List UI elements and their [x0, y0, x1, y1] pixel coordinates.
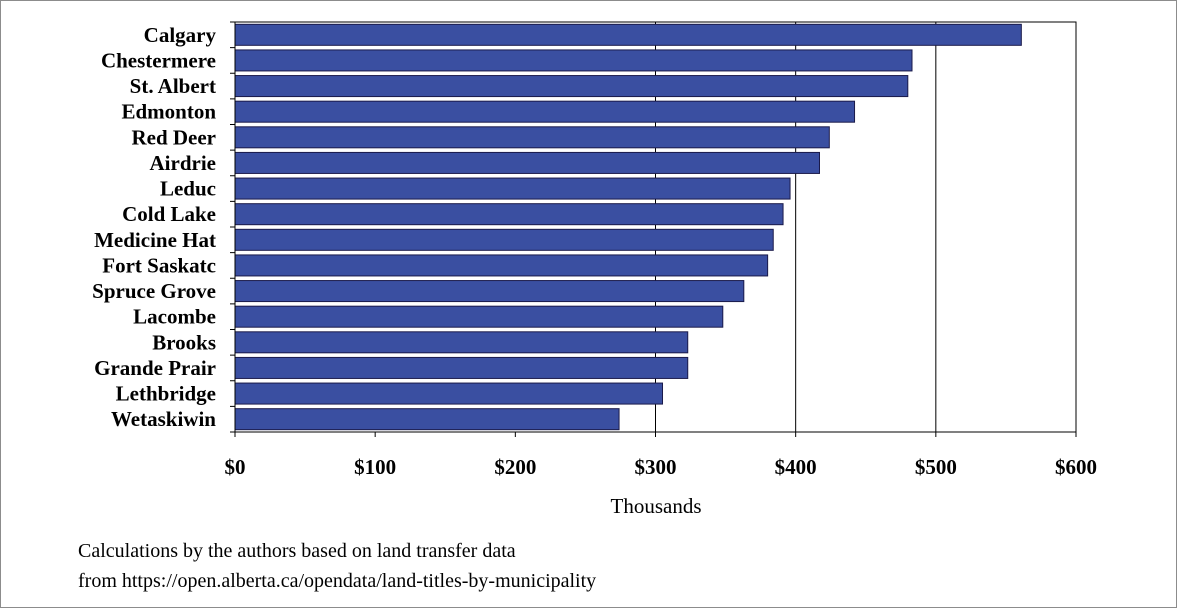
category-label: Red Deer [131, 125, 216, 149]
bar-red-deer [234, 126, 830, 149]
category-label: Wetaskiwin [111, 407, 216, 431]
category-label: Calgary [144, 23, 217, 47]
bar-spruce-grove [234, 280, 745, 303]
category-label: Chestermere [101, 48, 216, 72]
category-label: St. Albert [130, 74, 216, 98]
category-label: Brooks [152, 330, 216, 354]
category-label: Edmonton [121, 100, 216, 124]
bar-brooks [234, 331, 689, 354]
bar-lacombe [234, 305, 724, 328]
footnote-line-1: Calculations by the authors based on lan… [78, 540, 516, 562]
category-label: Cold Lake [122, 202, 216, 226]
bar-medicine-hat [234, 228, 774, 251]
category-label: Grande Prair [94, 356, 216, 380]
x-tick-label: $400 [775, 455, 817, 479]
category-label: Spruce Grove [92, 279, 216, 303]
bar-leduc [234, 177, 791, 200]
footnote-line-2: from https://open.alberta.ca/opendata/la… [78, 570, 597, 592]
x-tick-labels: $0 $100 $200 $300 $400 $500 $600 [225, 21, 1097, 479]
x-tick-label: $100 [354, 455, 396, 479]
bar-st-albert [234, 75, 909, 98]
x-tick-label: $0 [225, 455, 246, 479]
bar-calgary [234, 23, 1022, 46]
category-label: Airdrie [150, 151, 216, 175]
bar-fort-saskatc [234, 254, 769, 277]
bar-wetaskiwin [234, 408, 620, 431]
category-label: Medicine Hat [94, 228, 216, 252]
x-axis-title: Thousands [611, 494, 702, 518]
x-tick-label: $600 [1055, 455, 1097, 479]
category-label: Lethbridge [116, 382, 216, 406]
bar-airdrie [234, 151, 820, 174]
bar-lethbridge [234, 382, 664, 405]
bar-edmonton [234, 100, 856, 123]
bars [234, 23, 1022, 431]
bar-cold-lake [234, 203, 784, 226]
bar-grande-prair [234, 356, 689, 379]
category-label: Fort Saskatc [102, 253, 216, 277]
x-tick-label: $200 [494, 455, 536, 479]
x-tick-label: $300 [635, 455, 677, 479]
x-tick-label: $500 [915, 455, 957, 479]
bar-chestermere [234, 49, 913, 72]
category-label: Leduc [160, 177, 216, 201]
category-label: Lacombe [133, 305, 216, 329]
